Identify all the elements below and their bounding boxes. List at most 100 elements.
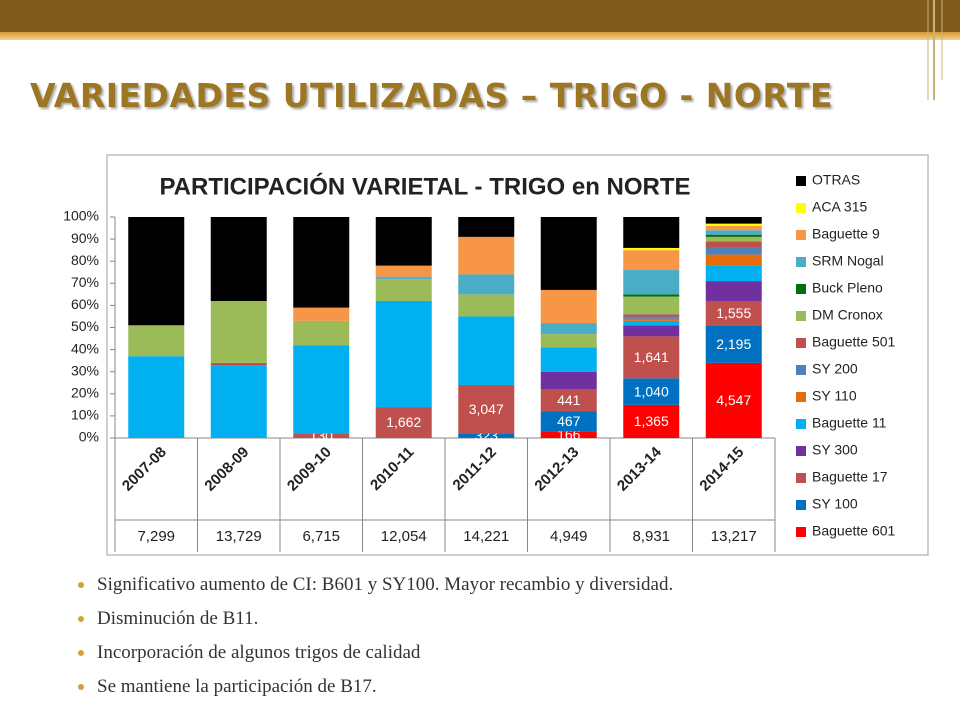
bar-segment bbox=[375, 407, 432, 438]
bar-segment bbox=[623, 270, 680, 295]
bar-segment bbox=[705, 362, 762, 438]
bar-segment bbox=[540, 334, 597, 348]
legend-swatch bbox=[796, 365, 806, 375]
bar-segment bbox=[293, 217, 350, 308]
bar-segment bbox=[623, 247, 680, 251]
legend-swatch bbox=[796, 527, 806, 537]
bar-segment bbox=[705, 217, 762, 224]
bullet: Significativo aumento de CI: B601 y SY10… bbox=[78, 570, 673, 604]
bar-segment bbox=[458, 217, 515, 237]
bar-segment bbox=[458, 433, 515, 438]
bar-segment bbox=[540, 217, 597, 290]
bar-segment bbox=[458, 384, 515, 434]
bar-segment bbox=[210, 217, 267, 301]
bar-segment bbox=[293, 433, 350, 438]
legend-label: Baguette 501 bbox=[812, 334, 896, 350]
legend-swatch bbox=[796, 230, 806, 240]
chart: PARTICIPACIÓN VARIETAL - TRIGO en NORTE … bbox=[63, 154, 929, 556]
y-tick-label: 100% bbox=[63, 208, 99, 224]
total-label: 14,221 bbox=[463, 528, 509, 545]
bar-segment bbox=[540, 371, 597, 390]
y-tick-label: 20% bbox=[71, 385, 99, 401]
legend-label: OTRAS bbox=[812, 172, 860, 188]
bar-segment bbox=[293, 307, 350, 321]
bullet-list: Significativo aumento de CI: B601 y SY10… bbox=[78, 570, 673, 706]
legend-label: Baguette 17 bbox=[812, 469, 888, 485]
bar-segment bbox=[458, 274, 515, 295]
legend-swatch bbox=[796, 500, 806, 510]
bar-segment bbox=[623, 250, 680, 271]
data-label: 467 bbox=[557, 413, 581, 429]
bar-segment bbox=[375, 276, 432, 279]
bar-segment bbox=[458, 294, 515, 317]
total-label: 12,054 bbox=[381, 528, 427, 545]
bar-segment bbox=[210, 300, 267, 363]
data-label: 441 bbox=[557, 392, 581, 408]
y-tick-label: 40% bbox=[71, 340, 99, 356]
legend-label: SY 300 bbox=[812, 442, 858, 458]
bar-segment bbox=[705, 230, 762, 235]
bar-segment bbox=[458, 316, 515, 385]
y-tick-label: 80% bbox=[71, 252, 99, 268]
legend-label: SY 110 bbox=[812, 388, 857, 404]
data-label: 1,641 bbox=[634, 349, 669, 365]
bar-segment bbox=[540, 289, 597, 324]
bar-segment bbox=[375, 265, 432, 277]
bullet: Disminución de B11. bbox=[78, 604, 673, 638]
bar-segment bbox=[293, 345, 350, 434]
bar-segment bbox=[623, 296, 680, 315]
bar-segment bbox=[210, 365, 267, 438]
bar-segment bbox=[705, 223, 762, 226]
y-tick-label: 10% bbox=[71, 407, 99, 423]
bar-segment bbox=[705, 300, 762, 326]
legend-swatch bbox=[796, 284, 806, 294]
legend-swatch bbox=[796, 419, 806, 429]
total-label: 7,299 bbox=[137, 528, 175, 545]
bar-segment bbox=[705, 254, 762, 266]
data-label: 1,555 bbox=[716, 305, 751, 321]
data-label: 4,547 bbox=[716, 392, 751, 408]
legend-label: ACA 315 bbox=[812, 199, 867, 215]
legend-swatch bbox=[796, 257, 806, 267]
bar-segment bbox=[210, 362, 267, 366]
bar-segment bbox=[623, 217, 680, 248]
total-label: 8,931 bbox=[632, 528, 670, 545]
y-tick-label: 70% bbox=[71, 274, 99, 290]
bar-segment bbox=[128, 356, 185, 438]
bullet: Se mantiene la participación de B17. bbox=[78, 672, 673, 706]
bar-segment bbox=[540, 347, 597, 372]
top-bar bbox=[0, 0, 960, 32]
legend-label: DM Cronox bbox=[812, 307, 883, 323]
data-label: 2,195 bbox=[716, 336, 751, 352]
legend-swatch bbox=[796, 473, 806, 483]
legend-swatch bbox=[796, 203, 806, 213]
y-tick-label: 50% bbox=[71, 318, 99, 334]
bar-segment bbox=[705, 241, 762, 248]
decor-lines bbox=[927, 0, 943, 100]
legend-swatch bbox=[796, 338, 806, 348]
bar-segment bbox=[623, 320, 680, 326]
bar-segment bbox=[623, 314, 680, 317]
bar-segment bbox=[540, 411, 597, 432]
y-tick-label: 60% bbox=[71, 296, 99, 312]
legend-label: SRM Nogal bbox=[812, 253, 884, 269]
bar-segment bbox=[128, 325, 185, 357]
bar-segment bbox=[540, 389, 597, 412]
bar-segment bbox=[128, 217, 185, 326]
bar-segment bbox=[705, 325, 762, 363]
y-tick-label: 30% bbox=[71, 362, 99, 378]
bar-segment bbox=[375, 217, 432, 266]
bar-segment bbox=[623, 318, 680, 321]
total-label: 4,949 bbox=[550, 528, 588, 545]
bar-segment bbox=[705, 236, 762, 242]
bar-segment bbox=[540, 323, 597, 335]
chart-title: PARTICIPACIÓN VARIETAL - TRIGO en NORTE bbox=[159, 172, 690, 200]
legend-label: Baguette 601 bbox=[812, 523, 896, 539]
slide-title: VARIEDADES UTILIZADAS – TRIGO - NORTE bbox=[30, 76, 833, 115]
data-label: 1,662 bbox=[386, 414, 421, 430]
bar-segment bbox=[705, 281, 762, 301]
bar-segment bbox=[623, 404, 680, 438]
bar-segment bbox=[540, 431, 597, 438]
total-label: 6,715 bbox=[302, 528, 340, 545]
